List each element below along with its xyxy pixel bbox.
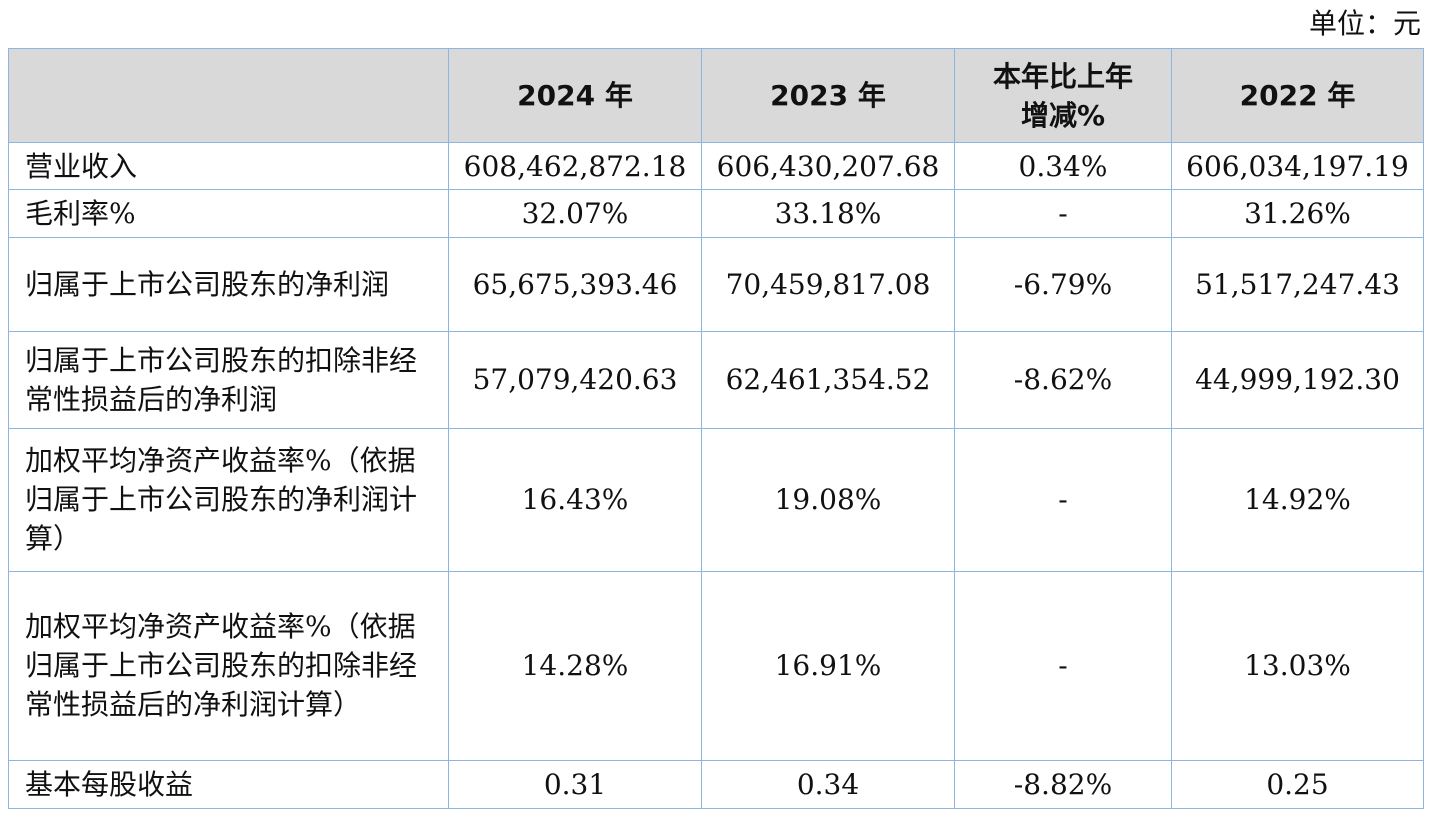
- value-change: -6.79%: [954, 236, 1172, 333]
- value-2024: 608,462,872.18: [448, 141, 702, 191]
- table-row: 加权平均净资产收益率%（依据归属于上市公司股东的扣除非经常性损益后的净利润计算）…: [8, 570, 1424, 761]
- value-2022: 606,034,197.19: [1171, 141, 1424, 191]
- financial-summary-table: 2024 年 2023 年 本年比上年增减% 2022 年 营业收入 608,4…: [8, 48, 1424, 810]
- table-row: 营业收入 608,462,872.18 606,430,207.68 0.34%…: [8, 141, 1424, 191]
- value-2022: 31.26%: [1171, 189, 1424, 238]
- value-2022: 44,999,192.30: [1171, 331, 1424, 429]
- row-label: 归属于上市公司股东的净利润: [8, 236, 449, 333]
- value-2023: 33.18%: [701, 189, 955, 238]
- value-change: -: [954, 189, 1172, 238]
- table-row: 毛利率% 32.07% 33.18% - 31.26%: [8, 189, 1424, 238]
- table-row: 归属于上市公司股东的扣除非经常性损益后的净利润 57,079,420.63 62…: [8, 331, 1424, 429]
- value-2024: 16.43%: [448, 427, 702, 572]
- header-2024: 2024 年: [448, 48, 702, 143]
- table-row: 基本每股收益 0.31 0.34 -8.82% 0.25: [8, 759, 1424, 810]
- value-2024: 57,079,420.63: [448, 331, 702, 429]
- value-2022: 0.25: [1171, 759, 1424, 810]
- header-2023: 2023 年: [701, 48, 955, 143]
- value-2024: 32.07%: [448, 189, 702, 238]
- value-2024: 65,675,393.46: [448, 236, 702, 333]
- value-2022: 13.03%: [1171, 570, 1424, 761]
- row-label: 加权平均净资产收益率%（依据归属于上市公司股东的扣除非经常性损益后的净利润计算）: [8, 570, 449, 761]
- value-2023: 16.91%: [701, 570, 955, 761]
- unit-label: 单位：元: [1308, 7, 1421, 40]
- row-label: 归属于上市公司股东的扣除非经常性损益后的净利润: [8, 331, 449, 429]
- value-2022: 14.92%: [1171, 427, 1424, 572]
- header-2022: 2022 年: [1171, 48, 1424, 143]
- value-2023: 19.08%: [701, 427, 955, 572]
- row-label: 基本每股收益: [8, 759, 449, 810]
- value-change: -: [954, 570, 1172, 761]
- value-change: -8.62%: [954, 331, 1172, 429]
- value-2024: 0.31: [448, 759, 702, 810]
- value-2023: 62,461,354.52: [701, 331, 955, 429]
- value-2023: 606,430,207.68: [701, 141, 955, 191]
- table-row: 加权平均净资产收益率%（依据归属于上市公司股东的净利润计算） 16.43% 19…: [8, 427, 1424, 572]
- row-label: 加权平均净资产收益率%（依据归属于上市公司股东的净利润计算）: [8, 427, 449, 572]
- header-change: 本年比上年增减%: [954, 48, 1172, 143]
- value-change: -: [954, 427, 1172, 572]
- value-2023: 0.34: [701, 759, 955, 810]
- value-change: 0.34%: [954, 141, 1172, 191]
- table-header-row: 2024 年 2023 年 本年比上年增减% 2022 年: [8, 48, 1424, 143]
- value-2023: 70,459,817.08: [701, 236, 955, 333]
- row-label: 营业收入: [8, 141, 449, 191]
- value-2024: 14.28%: [448, 570, 702, 761]
- value-change: -8.82%: [954, 759, 1172, 810]
- value-2022: 51,517,247.43: [1171, 236, 1424, 333]
- header-item: [8, 48, 449, 143]
- table-row: 归属于上市公司股东的净利润 65,675,393.46 70,459,817.0…: [8, 236, 1424, 333]
- row-label: 毛利率%: [8, 189, 449, 238]
